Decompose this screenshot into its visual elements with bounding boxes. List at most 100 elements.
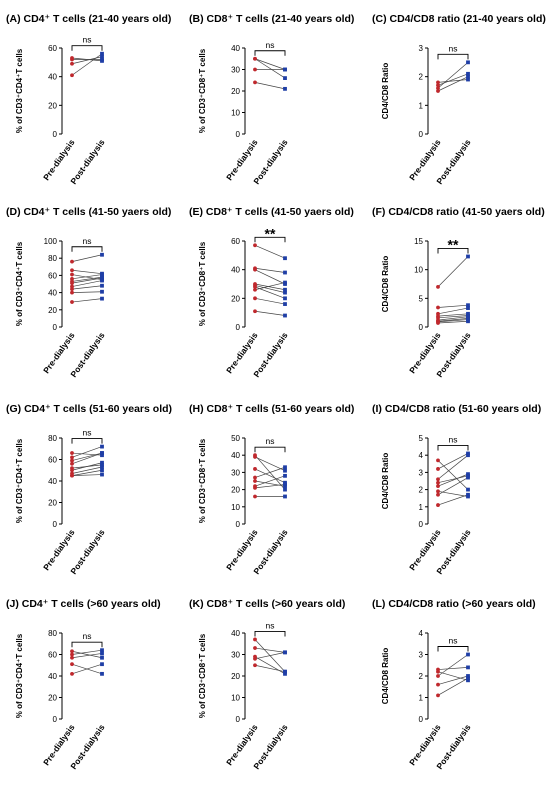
pair-line [71, 462, 103, 471]
post-point [100, 465, 104, 469]
post-point [283, 270, 287, 275]
significance-label: ns [83, 631, 92, 641]
significance-bracket [437, 445, 469, 451]
significance-label: ns [449, 434, 458, 444]
y-tick-label: 2 [419, 486, 424, 495]
y-tick-label: 1 [419, 694, 424, 703]
pair-line [71, 653, 103, 659]
y-tick-label: 40 [48, 672, 57, 681]
post-point [100, 651, 104, 656]
pair-line [254, 58, 286, 79]
pre-point [70, 468, 74, 473]
pre-point [436, 693, 440, 698]
post-point [283, 465, 287, 470]
y-tick-label: 40 [231, 266, 240, 275]
y-axis-label: % of CD3⁺CD4⁺T cells [15, 48, 24, 133]
pre-point [253, 56, 257, 61]
pre-point [436, 489, 440, 494]
post-point [100, 59, 104, 63]
y-tick-label: 3 [419, 44, 424, 53]
pre-point [253, 455, 257, 459]
post-point [283, 313, 287, 318]
panel-title: (H) CD8⁺ T cells (51-60 years old) [189, 403, 354, 415]
pre-point [436, 458, 440, 463]
pair-line [437, 73, 469, 86]
y-axis-label: CD4/CD8 Ratio [381, 453, 390, 510]
y-tick-label: 20 [48, 101, 57, 110]
post-point [283, 494, 287, 499]
panel-title: (E) CD8⁺ T cells (41-50 yaers old) [189, 206, 354, 218]
post-point [466, 674, 470, 678]
pair-line [437, 453, 469, 470]
pre-point [436, 80, 440, 85]
y-axis-label: % of CD3⁺CD4⁺T cells [15, 438, 24, 523]
pair-line [437, 320, 469, 324]
pre-point [253, 267, 257, 272]
post-point [466, 475, 470, 480]
pair-line [254, 283, 286, 291]
y-tick-label: 60 [48, 44, 57, 53]
y-tick-label: 40 [48, 73, 57, 82]
pre-point [70, 652, 74, 657]
pre-point [253, 309, 257, 314]
y-tick-label: 80 [48, 254, 57, 263]
y-tick-label: 10 [414, 266, 423, 275]
pair-line [437, 307, 469, 315]
panel-title: (B) CD8⁺ T cells (21-40 years old) [189, 13, 354, 25]
y-tick-label: 4 [419, 629, 424, 638]
pre-point [70, 281, 74, 286]
pair-line [71, 466, 103, 474]
pair-line [437, 677, 469, 696]
pair-line [254, 466, 286, 478]
pair-line [254, 267, 286, 273]
significance-bracket [71, 641, 103, 648]
pair-line [437, 667, 469, 670]
y-tick-label: 0 [53, 715, 58, 724]
y-tick-label: 2 [419, 672, 424, 681]
pre-point [436, 503, 440, 507]
y-tick-label: 20 [231, 294, 240, 303]
pre-point [253, 287, 257, 292]
pair-line [437, 62, 469, 89]
post-point [283, 287, 287, 292]
pre-point [253, 637, 257, 642]
y-tick-label: 30 [231, 468, 240, 477]
chart-panel-J: (J) CD4⁺ T cells (>60 years old) 0 20 40 60 8… [6, 598, 161, 771]
y-axis-label: CD4/CD8 Ratio [381, 63, 390, 120]
post-point [100, 460, 104, 465]
pair-line [254, 282, 286, 291]
y-tick-label: 0 [53, 323, 58, 332]
y-axis-label: % of CD3⁺CD4⁺T cells [15, 633, 24, 718]
pair-line [71, 53, 103, 76]
significance-bracket [71, 45, 103, 51]
y-tick-label: 0 [236, 130, 241, 139]
chart-panel-G: (G) CD4⁺ T cells (51-60 years old) 0 20 40 6… [6, 403, 172, 576]
pair-line [71, 469, 103, 476]
post-point [100, 444, 104, 449]
post-point [466, 319, 470, 324]
post-point [466, 472, 470, 477]
y-tick-label: 10 [231, 503, 240, 512]
post-point [100, 252, 104, 257]
significance-bracket [254, 236, 286, 243]
post-point [466, 60, 470, 65]
pair-line [437, 454, 469, 480]
post-point [100, 54, 104, 59]
pair-line [254, 475, 286, 487]
pre-point [253, 656, 257, 661]
y-tick-label: 40 [48, 477, 57, 486]
pair-line [437, 256, 469, 288]
post-point [466, 676, 470, 681]
post-point [100, 283, 104, 288]
chart-panel-C: (C) CD4/CD8 ratio (21-40 years old) 0 1 2 3 C… [372, 13, 546, 186]
y-tick-label: 20 [48, 694, 57, 703]
y-tick-label: 0 [236, 323, 241, 332]
pair-line [254, 652, 286, 660]
post-point [100, 662, 104, 667]
significance-bracket [71, 246, 103, 252]
post-point [100, 276, 104, 280]
pair-line [254, 58, 286, 70]
pre-point [253, 284, 257, 289]
pre-point [70, 671, 74, 676]
